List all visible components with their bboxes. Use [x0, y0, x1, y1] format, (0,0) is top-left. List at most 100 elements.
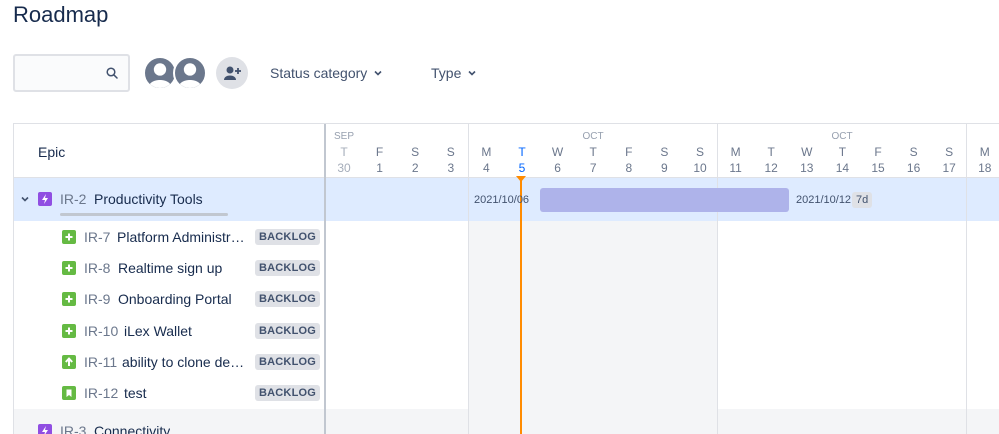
day-of-week: F: [874, 145, 882, 159]
issue-title[interactable]: Realtime sign up: [118, 260, 223, 277]
issue-title[interactable]: Onboarding Portal: [118, 291, 232, 308]
day-of-week: S: [660, 145, 669, 159]
issue-key[interactable]: IR-7: [84, 229, 111, 245]
day-number: 2: [411, 161, 419, 175]
epic-ir-2[interactable]: IR-2 Productivity Tools: [14, 184, 325, 215]
day-of-week: T: [767, 145, 775, 159]
day-number: 4: [483, 161, 490, 175]
issue-title[interactable]: test: [124, 385, 147, 401]
status-badge: BACKLOG: [255, 353, 321, 370]
status-badge: BACKLOG: [255, 260, 321, 277]
day-of-week: M: [730, 145, 741, 159]
chevron-down-icon[interactable]: [20, 194, 30, 204]
roadmap-board: Epic SEP OCT OCT T 30 F 1 S 2 S 3 M 4 T 5 W 6 T 7 F 8 S 9 S 1…: [13, 123, 999, 434]
day-number: 14: [835, 161, 850, 175]
day-column: S 10: [690, 144, 710, 176]
day-of-week: S: [945, 145, 954, 159]
page-title: Roadmap: [13, 2, 109, 27]
column-divider[interactable]: [324, 124, 326, 434]
type-filter[interactable]: Type: [431, 62, 477, 84]
avatar[interactable]: [143, 56, 177, 90]
status-badge: BACKLOG: [255, 322, 321, 339]
child-issue-row[interactable]: IR-9 Onboarding Portal BACKLOG: [14, 283, 325, 314]
search-input[interactable]: [13, 54, 130, 92]
user-avatar-icon: [148, 63, 172, 88]
issue-key[interactable]: IR-3: [60, 423, 87, 434]
epic-row[interactable]: [14, 409, 999, 434]
day-number: 8: [625, 161, 633, 175]
improvement-icon: [62, 354, 76, 369]
day-column: T 12: [761, 144, 781, 176]
status-badge: BACKLOG: [255, 229, 321, 245]
week-divider: [468, 124, 469, 434]
bar-end-date: 2021/10/12: [796, 194, 852, 206]
week-shade: [468, 221, 717, 409]
avatar[interactable]: [173, 56, 207, 90]
day-column: T 14: [832, 144, 852, 176]
day-number: 15: [871, 161, 885, 175]
day-column: S 16: [904, 144, 924, 176]
bar-duration-badge: 7d: [852, 192, 873, 208]
add-people-button[interactable]: [216, 57, 248, 89]
day-number: 30: [337, 161, 351, 175]
issue-key[interactable]: IR-12: [84, 385, 119, 401]
day-of-week: F: [375, 145, 384, 159]
chevron-down-icon: [374, 70, 382, 76]
issue-title[interactable]: Connectivity: [94, 423, 171, 434]
issue-key[interactable]: IR-8: [84, 260, 111, 277]
day-number: 9: [661, 161, 668, 175]
story-icon: [62, 292, 76, 307]
month-label: SEP: [333, 131, 355, 142]
day-number: 11: [729, 161, 742, 175]
day-number: 6: [554, 161, 561, 175]
day-number: 16: [906, 161, 921, 175]
child-issue-row[interactable]: IR-7 Platform Administr… BACKLOG: [14, 221, 325, 252]
day-number: 7: [589, 161, 597, 175]
issue-title[interactable]: iLex Wallet: [124, 322, 192, 339]
timeline-header: SEP OCT OCT T 30 F 1 S 2 S 3 M 4 T 5 W 6 T 7 F 8 S 9 S 10 M 11 T…: [326, 124, 999, 178]
epic-timeline-bar[interactable]: [540, 188, 789, 212]
story-icon: [62, 230, 76, 244]
day-of-week: S: [909, 145, 918, 159]
add-user-icon: [224, 66, 241, 80]
status-category-filter[interactable]: Status category: [270, 62, 383, 84]
bar-start-date: 2021/10/06: [474, 194, 530, 206]
month-label: OCT: [831, 131, 853, 142]
issue-title[interactable]: ability to clone de…: [122, 353, 245, 370]
issue-key[interactable]: IR-2: [60, 191, 87, 207]
day-column: W 13: [797, 144, 817, 176]
epic-icon: [38, 192, 52, 206]
issue-title[interactable]: Platform Administr…: [117, 229, 245, 245]
child-issue-row[interactable]: IR-11 ability to clone de… BACKLOG: [14, 346, 325, 377]
child-issue-row[interactable]: IR-10 iLex Wallet BACKLOG: [14, 315, 325, 346]
day-number: 13: [800, 161, 814, 175]
day-of-week: F: [625, 145, 633, 159]
day-column: M 18: [975, 144, 995, 176]
week-divider: [717, 124, 718, 434]
day-number: 18: [978, 161, 992, 175]
day-of-week: S: [411, 145, 420, 159]
issue-key[interactable]: IR-10: [84, 322, 119, 339]
week-divider: [966, 124, 967, 434]
day-of-week: W: [801, 145, 813, 159]
issue-key[interactable]: IR-11: [84, 353, 118, 370]
day-column: S 17: [939, 144, 959, 176]
chevron-down-icon: [468, 70, 476, 76]
day-column: T 30: [334, 144, 354, 176]
child-issue-row[interactable]: IR-8 Realtime sign up BACKLOG: [14, 252, 325, 283]
epic-header-label: Epic: [38, 144, 66, 160]
epic-ir-3[interactable]: IR-3 Connectivity: [14, 416, 325, 434]
day-of-week: S: [695, 145, 704, 159]
day-number: 3: [447, 161, 455, 175]
issue-key[interactable]: IR-9: [84, 291, 111, 308]
child-issue-row[interactable]: IR-12 test BACKLOG: [14, 377, 325, 408]
issue-title[interactable]: Productivity Tools: [94, 191, 203, 207]
story-icon: [62, 323, 76, 338]
